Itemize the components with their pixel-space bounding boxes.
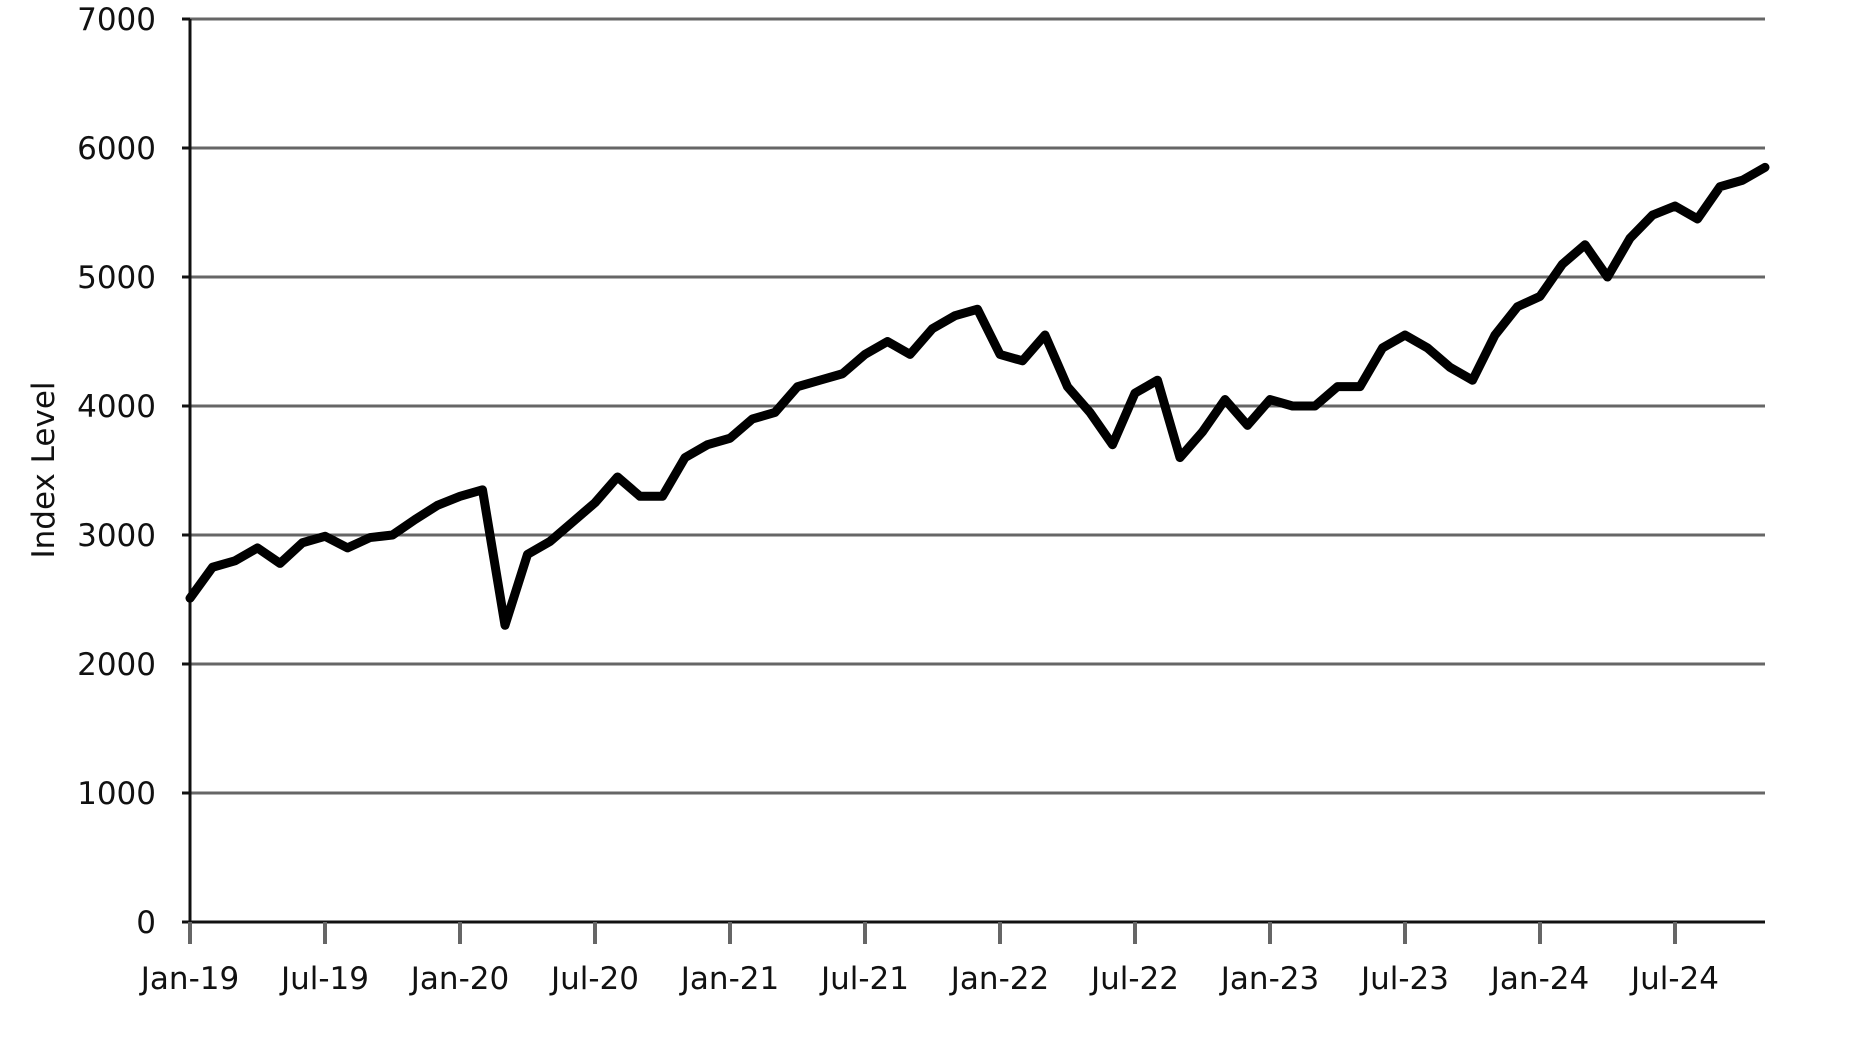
- y-tick-label: 1000: [77, 776, 156, 812]
- y-tick-label: 2000: [77, 647, 156, 683]
- y-tick-label: 6000: [77, 131, 156, 167]
- x-tick-label: Jul-24: [1629, 961, 1719, 997]
- x-tick-label: Jul-23: [1359, 961, 1449, 997]
- y-axis-label: Index Level: [26, 381, 62, 558]
- x-tick-label: Jan-23: [1219, 961, 1319, 997]
- x-tick-label: Jan-22: [949, 961, 1049, 997]
- x-tick-label: Jul-22: [1089, 961, 1179, 997]
- y-tick-label: 7000: [77, 2, 156, 38]
- data-line: [185, 162, 1770, 630]
- x-tick-label: Jul-19: [279, 961, 369, 997]
- x-tick-label: Jan-24: [1489, 961, 1589, 997]
- x-tick-label: Jan-21: [679, 961, 779, 997]
- y-tick-label: 5000: [77, 260, 156, 296]
- x-tick-label: Jul-21: [819, 961, 909, 997]
- x-tick-label: Jul-20: [549, 961, 639, 997]
- x-tick-label: Jan-20: [409, 961, 509, 997]
- x-tick-label: Jan-19: [139, 961, 239, 997]
- y-tick-label: 4000: [77, 389, 156, 425]
- y-tick-label: 0: [136, 905, 156, 941]
- y-tick-label: 3000: [77, 518, 156, 554]
